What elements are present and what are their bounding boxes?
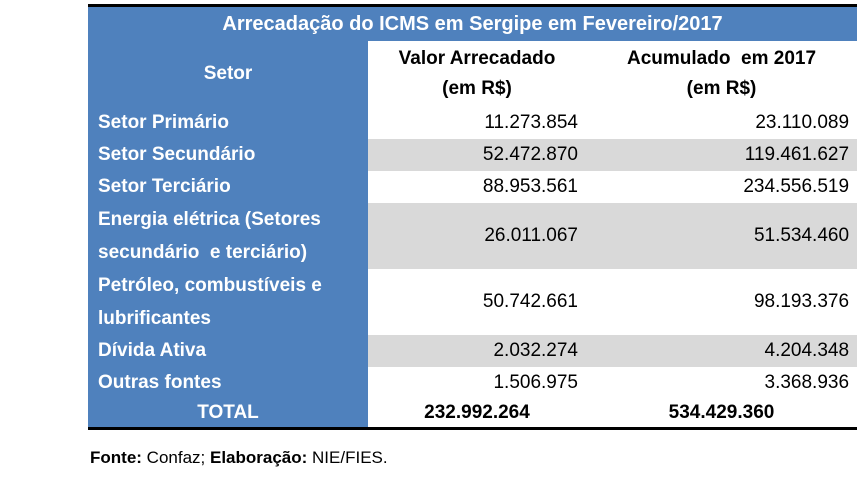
row-acumulado: 23.110.089 xyxy=(586,107,857,139)
row-valor: 2.032.274 xyxy=(368,335,586,367)
row-valor: 1.506.975 xyxy=(368,367,586,399)
table-title: Arrecadação do ICMS em Sergipe em Fevere… xyxy=(88,4,857,41)
row-label: Outras fontes xyxy=(88,367,368,399)
row-valor: 50.742.661 xyxy=(368,269,586,335)
footnote-fonte-label: Fonte: xyxy=(90,448,142,467)
footnote-elab-label: Elaboração: xyxy=(209,448,308,467)
row-valor: 88.953.561 xyxy=(368,171,586,203)
icms-table-container: Arrecadação do ICMS em Sergipe em Fevere… xyxy=(88,4,857,430)
row-acumulado: 234.556.519 xyxy=(586,171,857,203)
table-row: Outras fontes 1.506.975 3.368.936 xyxy=(88,367,857,399)
header-valor-line2: (em R$) xyxy=(442,78,512,99)
row-label-line2: lubrificantes xyxy=(98,308,211,329)
icms-table: Arrecadação do ICMS em Sergipe em Fevere… xyxy=(88,4,857,430)
row-valor: 26.011.067 xyxy=(368,203,586,269)
table-title-row: Arrecadação do ICMS em Sergipe em Fevere… xyxy=(88,4,857,41)
header-acumulado-line2: (em R$) xyxy=(686,78,757,99)
footnote: Fonte: Confaz; Elaboração: NIE/FIES. xyxy=(90,448,388,468)
row-label-line1: Energia elétrica (Setores xyxy=(98,209,321,230)
row-valor: 11.273.854 xyxy=(368,107,586,139)
table-row: Setor Secundário 52.472.870 119.461.627 xyxy=(88,139,857,171)
row-label: Energia elétrica (Setores secundário e t… xyxy=(88,203,368,269)
total-label: TOTAL xyxy=(88,399,368,430)
header-setor: Setor xyxy=(88,41,368,107)
total-acumulado: 534.429.360 xyxy=(586,399,857,430)
table-row: Dívida Ativa 2.032.274 4.204.348 xyxy=(88,335,857,367)
row-label: Dívida Ativa xyxy=(88,335,368,367)
table-total-row: TOTAL 232.992.264 534.429.360 xyxy=(88,399,857,430)
row-label: Setor Primário xyxy=(88,107,368,139)
row-acumulado: 3.368.936 xyxy=(586,367,857,399)
header-acumulado-line1: Acumulado em 2017 xyxy=(627,48,817,69)
header-acumulado: Acumulado em 2017 (em R$) xyxy=(586,41,857,107)
row-label-line1: Petróleo, combustíveis e xyxy=(98,275,322,296)
row-acumulado: 4.204.348 xyxy=(586,335,857,367)
row-acumulado: 98.193.376 xyxy=(586,269,857,335)
footnote-elab-value: NIE/FIES. xyxy=(307,448,388,467)
header-valor-line1: Valor Arrecadado xyxy=(398,48,556,69)
row-valor: 52.472.870 xyxy=(368,139,586,171)
table-row: Setor Terciário 88.953.561 234.556.519 xyxy=(88,171,857,203)
row-acumulado: 51.534.460 xyxy=(586,203,857,269)
table-header-row: Setor Valor Arrecadado (em R$) Acumulado… xyxy=(88,41,857,107)
table-row: Energia elétrica (Setores secundário e t… xyxy=(88,203,857,269)
row-label: Setor Terciário xyxy=(88,171,368,203)
row-label: Setor Secundário xyxy=(88,139,368,171)
row-label-line2: secundário e terciário) xyxy=(98,242,308,263)
table-row: Setor Primário 11.273.854 23.110.089 xyxy=(88,107,857,139)
footnote-fonte-value: Confaz; xyxy=(141,448,210,467)
row-label: Petróleo, combustíveis e lubrificantes xyxy=(88,269,368,335)
table-row: Petróleo, combustíveis e lubrificantes 5… xyxy=(88,269,857,335)
row-acumulado: 119.461.627 xyxy=(586,139,857,171)
total-valor: 232.992.264 xyxy=(368,399,586,430)
header-valor: Valor Arrecadado (em R$) xyxy=(368,41,586,107)
